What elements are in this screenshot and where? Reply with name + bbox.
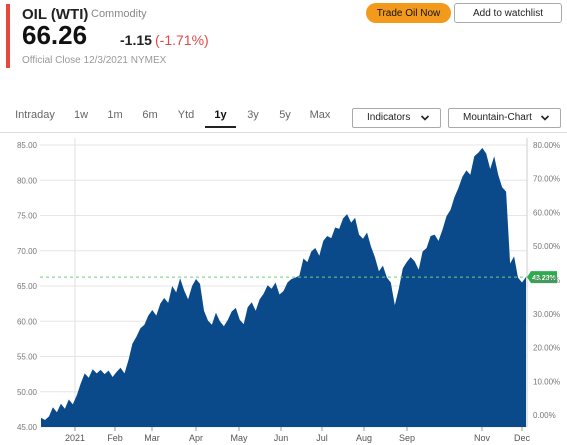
- y-tick-label: 85.00: [17, 141, 38, 150]
- y2-tick-label: 30.00%: [533, 310, 560, 319]
- y-tick-label: 60.00: [17, 317, 38, 326]
- tab-3y[interactable]: 3y: [247, 109, 259, 121]
- price-area: [41, 147, 526, 427]
- x-axis: 2021 Feb Mar Apr May Jun Jul Aug Sep Nov Dec: [65, 427, 531, 443]
- y-tick-label: 70.00: [17, 247, 38, 256]
- accent-bar: [6, 4, 10, 68]
- chevron-down-icon: [420, 112, 430, 130]
- y-tick-label: 50.00: [17, 388, 38, 397]
- price-chart: 43.23% 45.00 50.00 55.00 60.00 65.00 70.00 75.…: [17, 138, 560, 443]
- trade-oil-button[interactable]: Trade Oil Now: [366, 3, 451, 23]
- tab-1w[interactable]: 1w: [73, 109, 89, 121]
- reference-badge-label: 43.23%: [532, 275, 557, 282]
- last-price: 66.26: [22, 20, 88, 50]
- right-axis: 0.00% 10.00% 20.00% 30.00% 40.00% 50.00% 60.00…: [533, 141, 560, 420]
- tab-1m[interactable]: 1m: [107, 109, 123, 121]
- official-close-info: Official Close 12/3/2021 NYMEX: [22, 55, 167, 66]
- tab-max[interactable]: Max: [309, 109, 331, 121]
- x-tick-label: Jul: [316, 433, 328, 443]
- tab-intraday[interactable]: Intraday: [15, 109, 55, 121]
- y2-tick-label: 10.00%: [533, 377, 560, 386]
- tab-1y[interactable]: 1y: [214, 109, 227, 121]
- y-tick-label: 75.00: [17, 212, 38, 221]
- y2-tick-label: 70.00%: [533, 175, 560, 184]
- chevron-down-icon: [540, 112, 550, 130]
- indicators-dropdown[interactable]: Indicators: [352, 108, 441, 128]
- active-tab-underline: [205, 126, 236, 128]
- y2-tick-label: 80.00%: [533, 141, 560, 150]
- price-change: -1.15: [120, 32, 152, 48]
- x-tick-label: Apr: [189, 433, 203, 443]
- x-tick-label: Feb: [107, 433, 123, 443]
- y-tick-label: 45.00: [17, 423, 38, 432]
- y-tick-label: 55.00: [17, 353, 38, 362]
- price-change-percent: (-1.71%): [155, 32, 209, 48]
- reference-line-group: 43.23%: [40, 271, 557, 284]
- chart-type-label: Mountain-Chart: [463, 112, 532, 123]
- x-tick-label: 2021: [65, 433, 85, 443]
- reference-badge: [527, 271, 557, 284]
- x-tick-label: Dec: [514, 433, 531, 443]
- chart-type-dropdown[interactable]: Mountain-Chart: [448, 108, 561, 128]
- y-tick-label: 65.00: [17, 282, 38, 291]
- x-tick-label: Mar: [144, 433, 160, 443]
- y2-tick-label: 0.00%: [533, 411, 556, 420]
- tab-ytd[interactable]: Ytd: [177, 109, 195, 121]
- add-to-watchlist-button[interactable]: Add to watchlist: [454, 3, 562, 23]
- indicators-label: Indicators: [367, 112, 411, 123]
- x-tick-label: Nov: [474, 433, 491, 443]
- instrument-category: Commodity: [91, 8, 147, 20]
- x-tick-label: May: [230, 433, 248, 443]
- instrument-title: OIL (WTI): [22, 6, 89, 23]
- header-divider: [0, 132, 567, 133]
- left-axis: 45.00 50.00 55.00 60.00 65.00 70.00 75.00 80.00…: [17, 141, 38, 432]
- x-tick-label: Aug: [356, 433, 372, 443]
- tab-6m[interactable]: 6m: [142, 109, 158, 121]
- x-tick-label: Jun: [274, 433, 289, 443]
- y2-tick-label: 50.00%: [533, 242, 560, 251]
- tab-5y[interactable]: 5y: [279, 109, 291, 121]
- x-tick-label: Sep: [399, 433, 415, 443]
- y-tick-label: 80.00: [17, 176, 38, 185]
- y2-tick-label: 40.00%: [533, 276, 560, 285]
- y2-tick-label: 20.00%: [533, 344, 560, 353]
- y2-tick-label: 60.00%: [533, 208, 560, 217]
